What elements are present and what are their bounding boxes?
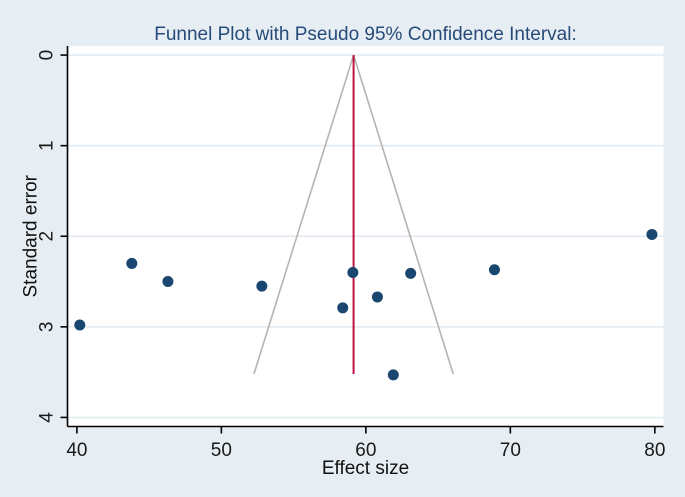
y-tick-label: 4 (37, 412, 58, 423)
funnel-line-right (352, 54, 455, 375)
chart-title: Funnel Plot with Pseudo 95% Confidence I… (154, 24, 576, 45)
data-point (347, 266, 359, 278)
data-point (337, 302, 349, 314)
data-point (126, 257, 138, 269)
data-point (162, 276, 174, 288)
y-tick-label: 1 (37, 140, 58, 151)
x-axis-title: Effect size (322, 458, 409, 479)
data-point (646, 228, 658, 240)
data-point (256, 280, 268, 292)
data-point (74, 319, 86, 331)
x-tick-label: 80 (644, 440, 665, 461)
data-point (387, 369, 399, 381)
data-point (405, 267, 417, 279)
data-point (488, 264, 500, 276)
y-tick-label: 0 (37, 50, 58, 61)
x-tick-label: 50 (211, 440, 232, 461)
funnel-line-left (253, 54, 355, 375)
x-tick-label: 60 (355, 440, 376, 461)
y-tick-label: 3 (37, 322, 58, 333)
x-tick-label: 70 (500, 440, 521, 461)
y-tick-label: 2 (37, 231, 58, 242)
data-point (371, 291, 383, 303)
y-axis-title: Standard error (21, 174, 42, 297)
x-tick-label: 40 (66, 440, 87, 461)
